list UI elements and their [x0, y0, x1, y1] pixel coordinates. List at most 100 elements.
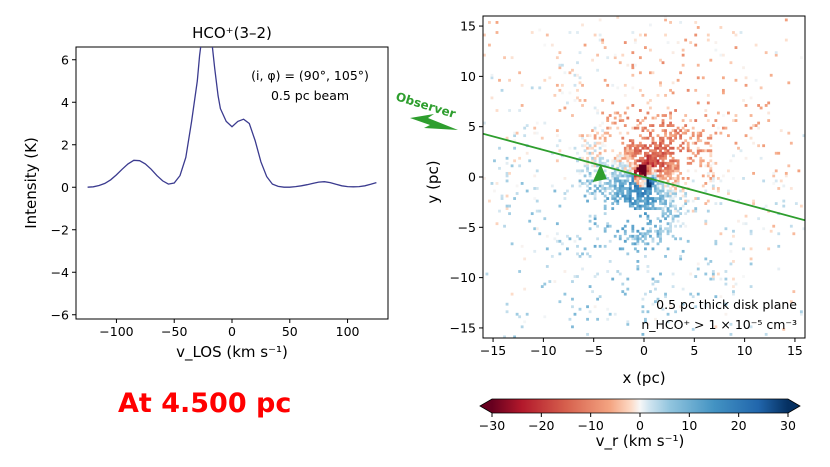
velocity-cell	[784, 174, 788, 178]
velocity-cell	[666, 41, 670, 44]
velocity-cell	[626, 189, 630, 193]
velocity-cell	[696, 151, 700, 155]
velocity-cell	[656, 159, 660, 163]
velocity-cell	[646, 197, 650, 200]
velocity-cell	[553, 280, 557, 283]
velocity-cell	[618, 234, 622, 238]
velocity-cell	[709, 260, 713, 263]
velocity-cell	[593, 189, 597, 193]
velocity-cell	[638, 134, 642, 138]
velocity-cell	[596, 164, 600, 168]
velocity-cell	[704, 272, 708, 276]
velocity-cell	[596, 317, 600, 321]
velocity-cell	[525, 189, 529, 193]
velocity-cell	[666, 232, 670, 236]
velocity-cell	[631, 182, 635, 185]
velocity-cell	[631, 169, 635, 173]
velocity-cell	[518, 109, 522, 112]
velocity-cell	[593, 136, 597, 140]
velocity-cell	[618, 272, 622, 276]
velocity-cell	[764, 104, 768, 107]
velocity-cell	[646, 101, 650, 105]
velocity-cell	[666, 207, 670, 211]
velocity-cell	[661, 136, 665, 140]
velocity-cell	[704, 114, 708, 117]
velocity-cell	[633, 174, 637, 178]
velocity-cell	[543, 217, 547, 221]
velocity-cell	[719, 295, 723, 299]
velocity-cell	[510, 292, 514, 296]
velocity-cell	[671, 151, 675, 155]
velocity-cell	[714, 119, 718, 122]
velocity-cell	[651, 204, 655, 208]
velocity-cell	[598, 141, 602, 145]
velocity-cell	[576, 31, 579, 34]
velocity-cell	[716, 126, 720, 130]
velocity-cell	[669, 194, 672, 198]
velocity-cell	[626, 252, 630, 256]
velocity-cell	[704, 257, 708, 261]
velocity-cell	[525, 151, 529, 155]
velocity-cell	[661, 177, 665, 180]
velocity-cell	[651, 139, 655, 143]
velocity-cell	[500, 194, 504, 198]
velocity-cell	[623, 197, 627, 200]
velocity-cell	[513, 139, 517, 143]
velocity-cell	[734, 282, 738, 286]
velocity-cell	[633, 179, 637, 183]
velocity-cell	[646, 159, 650, 163]
velocity-cell	[563, 292, 567, 296]
velocity-cell	[694, 209, 698, 213]
velocity-cell	[689, 41, 693, 44]
velocity-cell	[671, 194, 675, 198]
velocity-cell	[646, 151, 650, 155]
velocity-cell	[671, 166, 675, 170]
velocity-cell	[651, 171, 655, 175]
spectrum-y-tick-label: −2	[51, 222, 69, 237]
velocity-cell	[649, 182, 652, 185]
velocity-cell	[676, 161, 680, 165]
velocity-cell	[636, 207, 640, 211]
velocity-cell	[596, 237, 600, 241]
velocity-cell	[644, 33, 647, 37]
velocity-cell	[528, 219, 532, 223]
velocity-cell	[608, 224, 612, 228]
velocity-cell	[654, 161, 657, 165]
velocity-cell	[656, 151, 660, 155]
velocity-cell	[606, 177, 610, 180]
velocity-cell	[576, 234, 579, 238]
velocity-cell	[646, 265, 650, 268]
velocity-cell	[654, 146, 657, 150]
velocity-cell	[664, 292, 667, 296]
velocity-cell	[732, 277, 735, 281]
velocity-cell	[656, 217, 660, 221]
velocity-cell	[691, 134, 695, 138]
velocity-cell	[649, 290, 652, 294]
velocity-cell	[664, 134, 667, 138]
velocity-cell	[644, 242, 647, 246]
velocity-cell	[638, 237, 642, 241]
velocity-cell	[661, 307, 665, 311]
velocity-cell	[616, 194, 620, 198]
velocity-cell	[626, 179, 630, 183]
velocity-cell	[593, 222, 597, 226]
velocity-cell	[535, 199, 539, 203]
velocity-cell	[588, 285, 592, 288]
velocity-cell	[626, 177, 630, 180]
velocity-cell	[789, 141, 793, 145]
velocity-cell	[628, 234, 632, 238]
velocity-cell	[674, 237, 678, 241]
velocity-cell	[628, 184, 632, 188]
velocity-cell	[593, 164, 597, 168]
velocity-cell	[664, 184, 667, 188]
velocity-cell	[618, 187, 622, 190]
velocity-cell	[666, 209, 670, 213]
velocity-cell	[578, 134, 582, 138]
velocity-cell	[530, 31, 534, 34]
velocity-cell	[628, 146, 632, 150]
velocity-cell	[608, 312, 612, 316]
velocity-cell	[646, 229, 650, 233]
velocity-cell	[649, 189, 652, 193]
velocity-cell	[699, 131, 703, 135]
